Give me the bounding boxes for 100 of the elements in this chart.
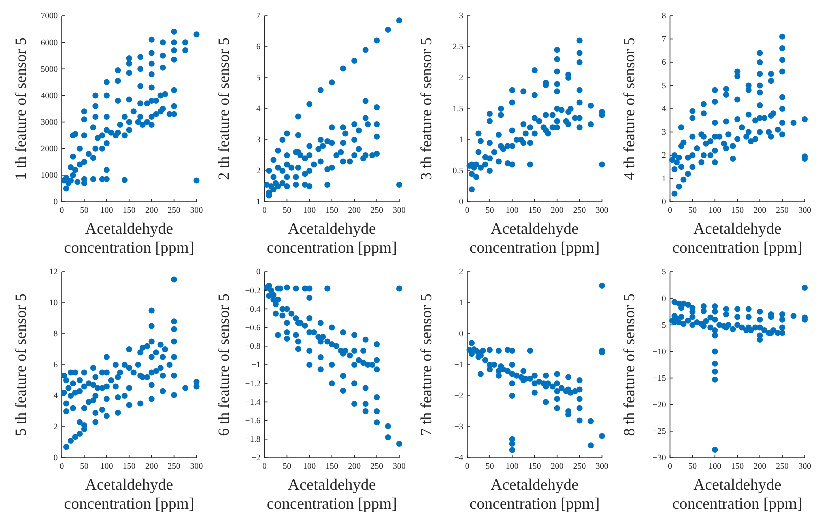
y-axis-title: 3 th feature of sensor 5 xyxy=(418,38,436,180)
y-tick-label: 1 xyxy=(459,134,464,145)
x-tick-label: 300 xyxy=(190,461,204,471)
y-tick-label: 6000 xyxy=(41,37,58,48)
x-tick-label: 300 xyxy=(393,205,406,215)
y-axis-title: 8 th feature of sensor 5 xyxy=(621,294,638,436)
y-tick-label: 0 xyxy=(662,293,666,304)
y-tick-label: −1.2 xyxy=(245,378,261,388)
y-tick-label: 8 xyxy=(662,10,666,21)
y-tick-label: 7 xyxy=(256,10,261,21)
x-tick-label: 250 xyxy=(573,205,586,215)
x-tick-label: 300 xyxy=(393,461,406,471)
y-tick-label: 1 xyxy=(459,298,464,308)
y-tick-label: 12 xyxy=(50,266,58,277)
x-tick-label: 250 xyxy=(370,205,384,215)
x-tick-label: 300 xyxy=(596,205,609,215)
y-tick-label: 2 xyxy=(256,166,261,176)
y-tick-label: 0 xyxy=(256,266,261,277)
y-tick-label: 2 xyxy=(459,72,464,83)
y-tick-label: −0.6 xyxy=(245,322,261,333)
y-tick-label: 4 xyxy=(662,104,667,114)
y-tick-label: 5 xyxy=(256,72,261,83)
y-tick-label: −10 xyxy=(652,346,666,356)
y-tick-label: −1 xyxy=(252,360,261,370)
x-axis-title: Acetaldehyde concentration [ppm] xyxy=(267,477,398,513)
x-tick-label: 150 xyxy=(326,205,338,215)
x-tick-label: 50 xyxy=(688,461,697,471)
y-tick-label: −1.4 xyxy=(245,396,262,407)
x-tick-label: 150 xyxy=(731,461,744,471)
y-tick-label: 1 xyxy=(662,173,666,184)
y-tick-label: −4 xyxy=(454,452,464,463)
x-tick-label: 150 xyxy=(123,205,136,215)
y-tick-label: −2 xyxy=(252,452,261,463)
y-tick-label: 6 xyxy=(54,360,58,370)
x-tick-label: 250 xyxy=(776,461,789,471)
y-tick-label: 5 xyxy=(662,266,666,277)
x-tick-label: 100 xyxy=(100,461,114,471)
y-tick-label: 6 xyxy=(662,57,666,68)
x-tick-label: 200 xyxy=(348,205,361,215)
x-tick-label: 200 xyxy=(754,205,766,215)
x-axis-title: Acetaldehyde concentration [ppm] xyxy=(470,477,600,513)
y-tick-label: 7 xyxy=(662,34,666,44)
y-tick-label: 2000 xyxy=(41,144,58,154)
x-tick-label: 150 xyxy=(326,461,338,471)
y-tick-label: 1.5 xyxy=(452,104,464,114)
y-tick-label: 7000 xyxy=(41,10,58,21)
x-tick-label: 50 xyxy=(486,461,494,471)
y-tick-label: 0 xyxy=(54,452,58,463)
x-axis-title: Acetaldehyde concentration [ppm] xyxy=(64,477,194,513)
x-tick-label: 250 xyxy=(168,205,181,215)
y-tick-label: 4 xyxy=(54,390,59,401)
y-axis-title: 4 th feature of sensor 5 xyxy=(621,38,638,180)
y-tick-label: 2 xyxy=(459,266,464,277)
y-axis-title: 6 th feature of sensor 5 xyxy=(216,294,233,436)
y-tick-label: 10 xyxy=(50,298,58,308)
x-tick-label: 150 xyxy=(528,461,542,471)
y-tick-label: −1 xyxy=(454,360,464,370)
x-tick-label: 150 xyxy=(731,205,744,215)
x-tick-label: 200 xyxy=(145,461,158,471)
x-tick-label: 50 xyxy=(486,205,494,215)
x-axis-title: Acetaldehyde concentration [ppm] xyxy=(672,221,803,257)
y-tick-label: 5 xyxy=(662,80,666,90)
x-tick-label: 150 xyxy=(123,461,136,471)
y-tick-label: 0 xyxy=(54,196,58,207)
x-tick-label: 200 xyxy=(550,205,564,215)
y-tick-label: 4 xyxy=(256,104,262,114)
y-tick-label: −30 xyxy=(652,452,666,463)
x-tick-label: 100 xyxy=(100,205,114,215)
y-tick-label: 0 xyxy=(459,328,464,339)
x-tick-label: 50 xyxy=(80,461,89,471)
y-tick-label: 3 xyxy=(459,10,464,21)
y-tick-label: −0.8 xyxy=(245,341,261,352)
y-tick-label: 2.5 xyxy=(452,42,464,52)
x-tick-label: 100 xyxy=(506,205,519,215)
y-axis-title: 2 th feature of sensor 5 xyxy=(216,38,233,180)
y-tick-label: −1.8 xyxy=(245,434,261,444)
x-axis-title: Acetaldehyde concentration [ppm] xyxy=(470,221,600,257)
y-tick-label: 0 xyxy=(459,196,464,207)
y-tick-label: 0.5 xyxy=(452,166,464,176)
y-tick-label: −20 xyxy=(652,400,666,410)
x-tick-label: 200 xyxy=(348,461,361,471)
x-tick-label: 250 xyxy=(573,461,586,471)
x-tick-label: 200 xyxy=(550,461,564,471)
x-tick-label: 200 xyxy=(145,205,158,215)
x-tick-label: 150 xyxy=(528,205,542,215)
y-tick-label: 5000 xyxy=(41,64,58,74)
x-tick-label: 50 xyxy=(282,461,292,471)
x-tick-label: 250 xyxy=(370,461,384,471)
x-tick-label: 300 xyxy=(190,205,204,215)
y-axis-title: 5 th feature of sensor 5 xyxy=(13,294,30,436)
y-tick-label: 8 xyxy=(54,328,58,339)
x-tick-label: 100 xyxy=(303,205,316,215)
x-tick-label: 250 xyxy=(168,461,181,471)
x-tick-label: 200 xyxy=(754,461,766,471)
y-tick-label: 6 xyxy=(256,42,261,52)
x-tick-label: 100 xyxy=(708,205,722,215)
x-axis-title: Acetaldehyde concentration [ppm] xyxy=(267,221,398,257)
y-tick-label: 2 xyxy=(662,150,666,160)
y-tick-label: 3 xyxy=(256,134,261,145)
y-tick-label: 4000 xyxy=(41,90,58,100)
